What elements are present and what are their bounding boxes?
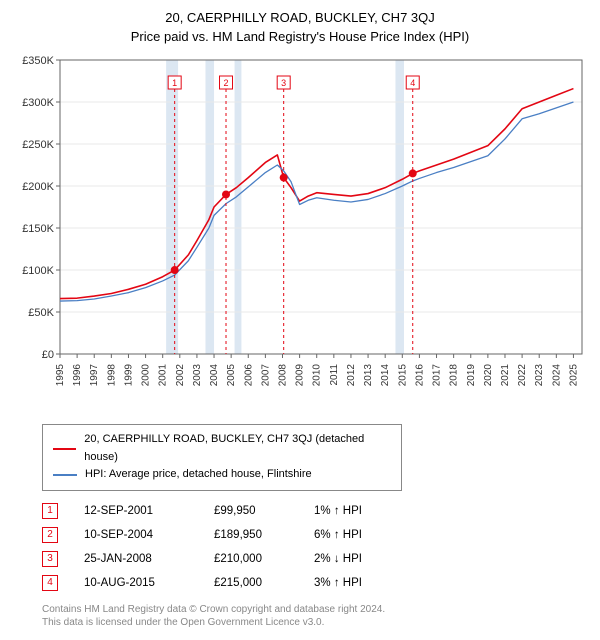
legend-label: 20, CAERPHILLY ROAD, BUCKLEY, CH7 3QJ (d…	[84, 431, 391, 466]
sale-date: 12-SEP-2001	[84, 505, 214, 517]
figure-container: 20, CAERPHILLY ROAD, BUCKLEY, CH7 3QJ Pr…	[0, 0, 600, 640]
sale-price: £215,000	[214, 577, 314, 589]
svg-text:2024: 2024	[551, 364, 562, 387]
svg-text:2006: 2006	[243, 364, 254, 387]
svg-text:2010: 2010	[312, 364, 323, 387]
svg-text:£200K: £200K	[22, 181, 54, 193]
sale-badge: 4	[42, 575, 58, 591]
legend-label: HPI: Average price, detached house, Flin…	[85, 466, 312, 484]
sale-row: 3 25-JAN-2008£210,0002% ↓ HPI	[42, 547, 588, 571]
legend: 20, CAERPHILLY ROAD, BUCKLEY, CH7 3QJ (d…	[42, 424, 402, 491]
sale-badge: 2	[42, 527, 58, 543]
sale-pct: 3% ↑ HPI	[314, 577, 404, 589]
svg-text:2000: 2000	[141, 364, 152, 387]
svg-text:2023: 2023	[534, 364, 545, 387]
svg-text:£50K: £50K	[28, 307, 54, 319]
legend-swatch	[53, 448, 76, 450]
sale-row: 1 12-SEP-2001£99,9501% ↑ HPI	[42, 499, 588, 523]
footer-attribution: Contains HM Land Registry data © Crown c…	[42, 603, 588, 630]
svg-text:2017: 2017	[432, 364, 443, 387]
sale-badge: 3	[42, 551, 58, 567]
legend-item: 20, CAERPHILLY ROAD, BUCKLEY, CH7 3QJ (d…	[53, 431, 391, 466]
sale-date: 10-AUG-2015	[84, 577, 214, 589]
svg-text:2013: 2013	[363, 364, 374, 387]
svg-text:1996: 1996	[72, 364, 83, 387]
svg-text:2022: 2022	[517, 364, 528, 387]
legend-item: HPI: Average price, detached house, Flin…	[53, 466, 391, 484]
sale-pct: 1% ↑ HPI	[314, 505, 404, 517]
svg-text:2002: 2002	[175, 364, 186, 387]
chart-svg: £0 £50K £100K £150K £200K £250K £300K £350K 1995…	[12, 54, 588, 414]
sale-pct: 6% ↑ HPI	[314, 529, 404, 541]
svg-text:1998: 1998	[106, 364, 117, 387]
svg-text:1995: 1995	[55, 364, 66, 387]
svg-text:£250K: £250K	[22, 139, 54, 151]
svg-text:3: 3	[281, 78, 286, 88]
svg-text:£100K: £100K	[22, 265, 54, 277]
svg-text:2007: 2007	[260, 364, 271, 387]
svg-text:2019: 2019	[466, 364, 477, 387]
svg-text:1997: 1997	[89, 364, 100, 387]
svg-text:2025: 2025	[568, 364, 579, 387]
svg-text:£350K: £350K	[22, 55, 54, 67]
svg-text:2015: 2015	[397, 364, 408, 387]
legend-swatch	[53, 474, 77, 476]
sale-date: 10-SEP-2004	[84, 529, 214, 541]
sale-price: £189,950	[214, 529, 314, 541]
svg-text:1: 1	[172, 78, 177, 88]
footer-line2: This data is licensed under the Open Gov…	[42, 616, 588, 630]
svg-text:£0: £0	[42, 349, 54, 361]
svg-text:£150K: £150K	[22, 223, 54, 235]
svg-text:2008: 2008	[277, 364, 288, 387]
sale-badge: 1	[42, 503, 58, 519]
sale-price: £210,000	[214, 553, 314, 565]
svg-text:2004: 2004	[209, 364, 220, 387]
svg-text:2020: 2020	[483, 364, 494, 387]
svg-text:2005: 2005	[226, 364, 237, 387]
sale-row: 4 10-AUG-2015£215,0003% ↑ HPI	[42, 571, 588, 595]
svg-text:2014: 2014	[380, 364, 391, 387]
svg-text:1999: 1999	[123, 364, 134, 387]
svg-text:2012: 2012	[346, 364, 357, 387]
title-address: 20, CAERPHILLY ROAD, BUCKLEY, CH7 3QJ	[12, 10, 588, 25]
svg-text:2011: 2011	[329, 364, 340, 386]
sale-row: 2 10-SEP-2004£189,9506% ↑ HPI	[42, 523, 588, 547]
svg-text:2021: 2021	[500, 364, 511, 387]
svg-text:2: 2	[224, 78, 229, 88]
line-chart: £0 £50K £100K £150K £200K £250K £300K £350K 1995…	[12, 54, 588, 414]
svg-text:2001: 2001	[158, 364, 169, 387]
svg-text:2003: 2003	[192, 364, 203, 387]
sale-pct: 2% ↓ HPI	[314, 553, 404, 565]
sale-date: 25-JAN-2008	[84, 553, 214, 565]
svg-text:£300K: £300K	[22, 97, 54, 109]
title-subtitle: Price paid vs. HM Land Registry's House …	[12, 29, 588, 44]
svg-text:2018: 2018	[449, 364, 460, 387]
svg-text:4: 4	[410, 78, 415, 88]
svg-text:2009: 2009	[295, 364, 306, 387]
svg-text:2016: 2016	[414, 364, 425, 387]
footer-line1: Contains HM Land Registry data © Crown c…	[42, 603, 588, 617]
sale-price: £99,950	[214, 505, 314, 517]
sales-table: 112-SEP-2001£99,9501% ↑ HPI210-SEP-2004£…	[42, 499, 588, 595]
